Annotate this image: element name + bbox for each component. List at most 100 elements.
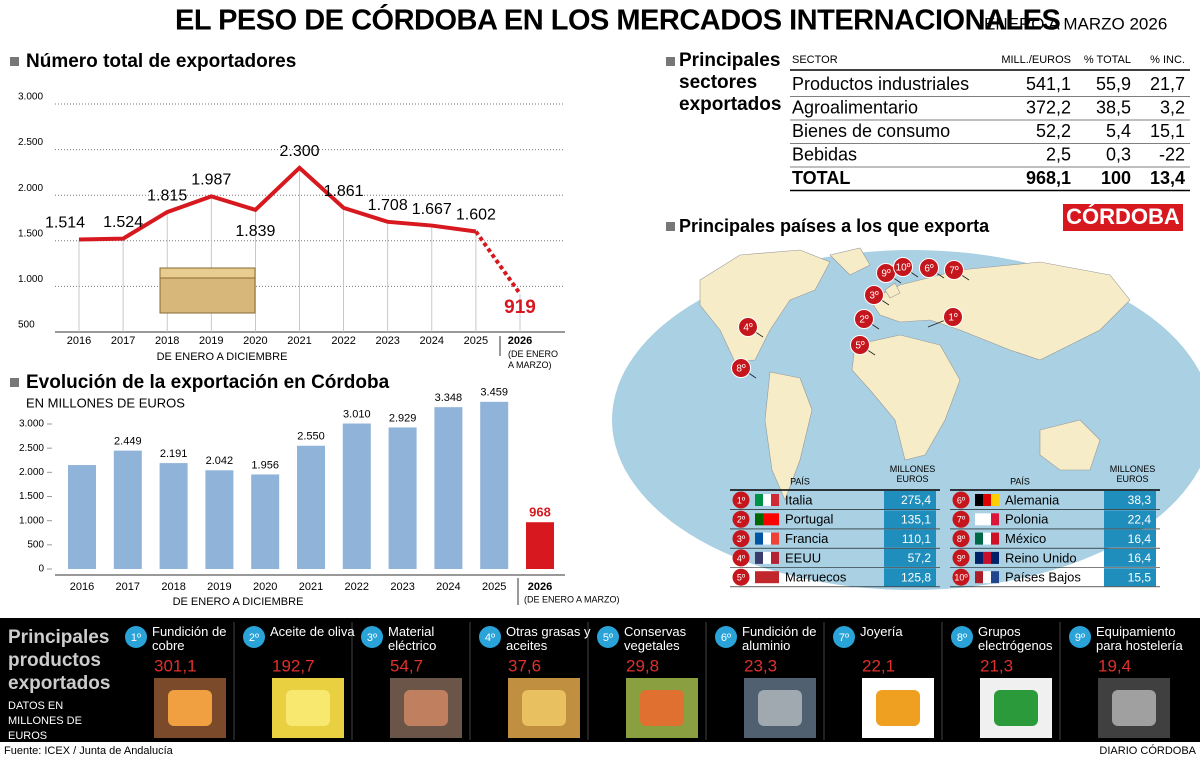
flag bbox=[975, 551, 983, 564]
x-tick-label: 2025 bbox=[482, 581, 506, 593]
period-note: (DE ENERO A MARZO) bbox=[524, 594, 620, 604]
x-axis-label: DE ENERO A DICIEMBRE bbox=[173, 596, 304, 608]
flag bbox=[763, 513, 771, 526]
country-name: EEUU bbox=[785, 550, 821, 565]
pin-label: 5º bbox=[855, 341, 865, 352]
x-tick-label: 2020 bbox=[253, 581, 277, 593]
y-tick-label: 2.500 bbox=[19, 443, 44, 454]
bullet bbox=[10, 378, 19, 387]
x-tick-label: 2021 bbox=[299, 581, 323, 593]
y-tick-label: 500 bbox=[18, 320, 35, 331]
flag bbox=[991, 571, 999, 584]
rank-badge bbox=[732, 568, 750, 586]
map-land bbox=[699, 247, 1131, 501]
map-pin bbox=[738, 317, 758, 337]
brand-box bbox=[1063, 204, 1183, 231]
data-label: 3.459 bbox=[480, 387, 508, 399]
rank-badge bbox=[732, 549, 750, 567]
map-pin bbox=[850, 335, 870, 355]
data-label: 2.300 bbox=[279, 143, 319, 160]
data-label: 1.514 bbox=[45, 215, 85, 232]
cell: 2,5 bbox=[1046, 144, 1071, 164]
flag bbox=[755, 551, 763, 564]
country-value: 15,5 bbox=[1128, 570, 1152, 584]
product-name: Conservas vegetales bbox=[624, 624, 687, 653]
bar bbox=[297, 445, 325, 569]
column-header: % TOTAL bbox=[1084, 54, 1131, 66]
product-image-detail bbox=[640, 690, 684, 726]
flag bbox=[983, 494, 991, 506]
flag bbox=[975, 513, 983, 526]
data-label: 3.348 bbox=[435, 392, 463, 404]
x-tick-label: 2022 bbox=[345, 581, 369, 593]
rank: 2º bbox=[737, 515, 746, 525]
y-tick-label: 3.000 bbox=[18, 92, 43, 103]
cell: 5,4 bbox=[1106, 121, 1131, 141]
country-value: 125,8 bbox=[901, 570, 931, 584]
rank-badge bbox=[125, 626, 147, 648]
flag bbox=[763, 532, 771, 545]
product-name: Equipamiento para hostelería bbox=[1096, 624, 1183, 653]
value-box bbox=[1104, 548, 1156, 567]
x-tick-label: 2019 bbox=[199, 335, 223, 347]
column-header: PAÍS bbox=[790, 476, 810, 486]
rank-badge bbox=[952, 491, 970, 509]
rank-badge bbox=[732, 510, 750, 528]
x-tick-label: 2018 bbox=[155, 335, 179, 347]
rank-badge bbox=[732, 530, 750, 548]
value-box bbox=[884, 548, 936, 567]
flag bbox=[975, 494, 983, 506]
cell: 15,1 bbox=[1150, 121, 1185, 141]
value-box bbox=[1104, 529, 1156, 548]
product-name: Fundición de cobre bbox=[152, 624, 227, 653]
flag bbox=[763, 494, 771, 506]
cell: 0,3 bbox=[1106, 144, 1131, 164]
rank-badge bbox=[952, 530, 970, 548]
pin-label: 2º bbox=[859, 315, 869, 326]
flag bbox=[991, 551, 999, 564]
value-box bbox=[884, 491, 936, 509]
x-tick-label: 2021 bbox=[287, 335, 311, 347]
flag bbox=[771, 513, 779, 526]
rank-badge bbox=[833, 626, 855, 648]
country-name: Polonia bbox=[1005, 512, 1049, 527]
illustration bbox=[159, 267, 256, 279]
y-tick-label: 0 bbox=[38, 564, 44, 575]
chart-title: Número total de exportadores bbox=[26, 51, 296, 72]
product-value: 19,4 bbox=[1098, 656, 1131, 675]
flag bbox=[755, 494, 763, 506]
cell: TOTAL bbox=[792, 168, 850, 188]
cell: 21,7 bbox=[1150, 74, 1185, 94]
band-title: Principales productos exportados bbox=[8, 627, 111, 694]
rank: 7º bbox=[839, 632, 849, 644]
flag bbox=[983, 513, 991, 526]
data-label: 1.987 bbox=[191, 172, 231, 189]
flag bbox=[991, 532, 999, 545]
product-value: 22,1 bbox=[862, 656, 895, 675]
country-name: Francia bbox=[785, 531, 829, 546]
country-value: 110,1 bbox=[902, 532, 931, 546]
cell: -22 bbox=[1159, 144, 1185, 164]
cell: 968,1 bbox=[1026, 168, 1071, 188]
pin-label: 3º bbox=[869, 291, 879, 302]
y-tick-label: 1.500 bbox=[18, 228, 43, 239]
chart-subtitle: EN MILLONES DE EUROS bbox=[26, 395, 185, 410]
rank: 4º bbox=[485, 632, 495, 644]
brand: CÓRDOBA bbox=[1066, 204, 1180, 229]
country-value: 57,2 bbox=[908, 551, 932, 565]
x-tick-label: 2022 bbox=[331, 335, 355, 347]
illustration bbox=[159, 274, 256, 314]
x-tick-label: 2023 bbox=[375, 335, 399, 347]
rank: 6º bbox=[721, 632, 731, 644]
product-name: Material eléctrico bbox=[388, 624, 437, 653]
pin-label: 8º bbox=[736, 364, 746, 375]
x-tick-label: 2023 bbox=[390, 581, 414, 593]
data-label: 2.449 bbox=[114, 436, 142, 448]
pin-label: 9º bbox=[881, 269, 891, 280]
line bbox=[78, 165, 477, 242]
line-partial bbox=[474, 230, 522, 295]
country-name: Países Bajos bbox=[1005, 570, 1081, 585]
x-tick-label: 2024 bbox=[436, 581, 460, 593]
product-image-detail bbox=[1112, 690, 1156, 726]
bar bbox=[342, 423, 371, 569]
